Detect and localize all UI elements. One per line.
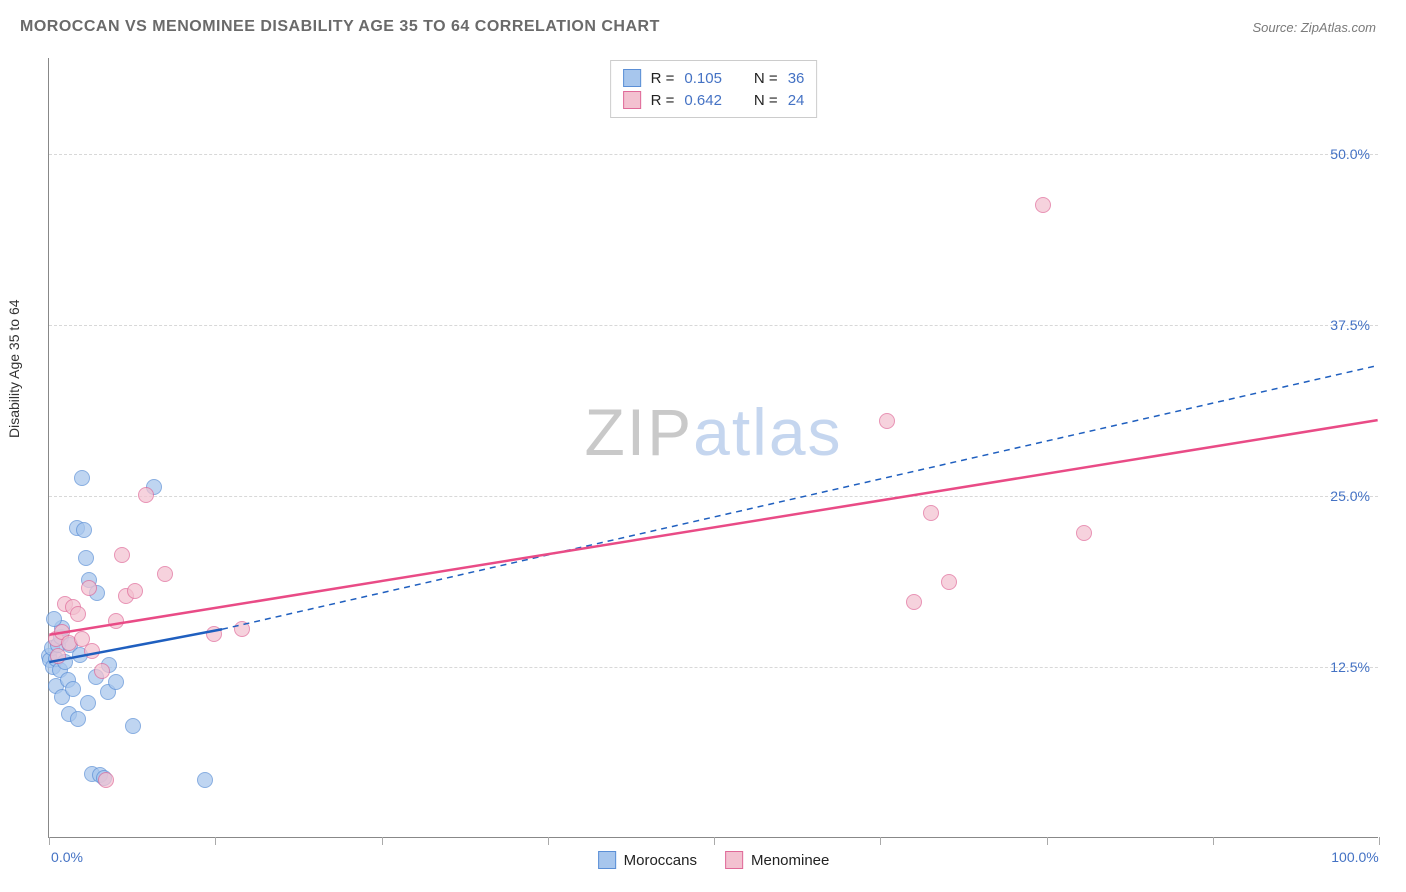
trend-lines [49, 58, 1378, 837]
legend-row: R = 0.642 N = 24 [623, 89, 805, 111]
legend-r-label: R = [651, 70, 675, 87]
x-tick [1047, 837, 1048, 845]
x-tick-label: 0.0% [51, 849, 83, 865]
data-point [906, 594, 922, 610]
data-point [114, 547, 130, 563]
watermark-atlas: atlas [693, 395, 842, 469]
data-point [76, 522, 92, 538]
legend-row: R = 0.105 N = 36 [623, 67, 805, 89]
gridline [49, 667, 1378, 668]
legend-swatch [623, 69, 641, 87]
x-tick [1213, 837, 1214, 845]
data-point [70, 606, 86, 622]
legend-item: Moroccans [598, 851, 697, 869]
data-point [234, 621, 250, 637]
legend-label: Menominee [751, 852, 829, 869]
legend-label: Moroccans [624, 852, 697, 869]
x-tick [1379, 837, 1380, 845]
data-point [78, 550, 94, 566]
chart-title: MOROCCAN VS MENOMINEE DISABILITY AGE 35 … [20, 18, 660, 36]
gridline [49, 154, 1378, 155]
watermark: ZIPatlas [584, 394, 842, 470]
x-tick [548, 837, 549, 845]
legend-swatch [598, 851, 616, 869]
legend-swatch [623, 91, 641, 109]
y-tick-label: 25.0% [1330, 488, 1370, 504]
data-point [138, 487, 154, 503]
x-tick [49, 837, 50, 845]
legend-n-value: 36 [788, 70, 805, 87]
data-point [108, 674, 124, 690]
data-point [98, 772, 114, 788]
y-tick-label: 12.5% [1330, 659, 1370, 675]
data-point [94, 663, 110, 679]
legend-n-value: 24 [788, 92, 805, 109]
data-point [80, 695, 96, 711]
data-point [127, 583, 143, 599]
data-point [206, 626, 222, 642]
legend-swatch [725, 851, 743, 869]
y-tick-label: 37.5% [1330, 317, 1370, 333]
data-point [941, 574, 957, 590]
x-tick-label: 100.0% [1331, 849, 1378, 865]
watermark-zip: ZIP [584, 395, 693, 469]
y-tick-label: 50.0% [1330, 146, 1370, 162]
x-tick [215, 837, 216, 845]
scatter-chart: ZIPatlas R = 0.105 N = 36 R = 0.642 N = … [48, 58, 1378, 838]
legend-item: Menominee [725, 851, 829, 869]
data-point [157, 566, 173, 582]
correlation-legend: R = 0.105 N = 36 R = 0.642 N = 24 [610, 60, 818, 118]
data-point [879, 413, 895, 429]
legend-n-label: N = [754, 70, 778, 87]
data-point [81, 580, 97, 596]
x-tick [714, 837, 715, 845]
legend-r-label: R = [651, 92, 675, 109]
data-point [74, 470, 90, 486]
source-label: Source: ZipAtlas.com [1252, 20, 1376, 35]
legend-r-value: 0.642 [684, 92, 722, 109]
gridline [49, 496, 1378, 497]
data-point [197, 772, 213, 788]
data-point [108, 613, 124, 629]
y-axis-label: Disability Age 35 to 64 [6, 299, 22, 438]
data-point [84, 643, 100, 659]
x-tick [880, 837, 881, 845]
series-legend: Moroccans Menominee [598, 851, 830, 869]
gridline [49, 325, 1378, 326]
x-tick [382, 837, 383, 845]
legend-n-label: N = [754, 92, 778, 109]
data-point [923, 505, 939, 521]
data-point [125, 718, 141, 734]
legend-r-value: 0.105 [684, 70, 722, 87]
data-point [65, 681, 81, 697]
data-point [1076, 525, 1092, 541]
data-point [70, 711, 86, 727]
data-point [1035, 197, 1051, 213]
data-point [50, 648, 66, 664]
